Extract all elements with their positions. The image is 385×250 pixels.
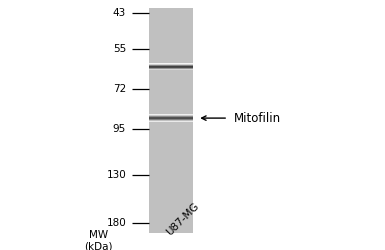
- Text: 95: 95: [113, 124, 126, 134]
- Text: 43: 43: [113, 8, 126, 18]
- Text: U87-MG: U87-MG: [164, 201, 201, 237]
- Text: 130: 130: [106, 170, 126, 180]
- Bar: [149, 8, 194, 232]
- Text: 72: 72: [113, 84, 126, 94]
- Text: Mitofilin: Mitofilin: [234, 112, 281, 124]
- Text: MW
(kDa): MW (kDa): [84, 230, 112, 250]
- Text: 55: 55: [113, 44, 126, 54]
- Text: 180: 180: [106, 218, 126, 228]
